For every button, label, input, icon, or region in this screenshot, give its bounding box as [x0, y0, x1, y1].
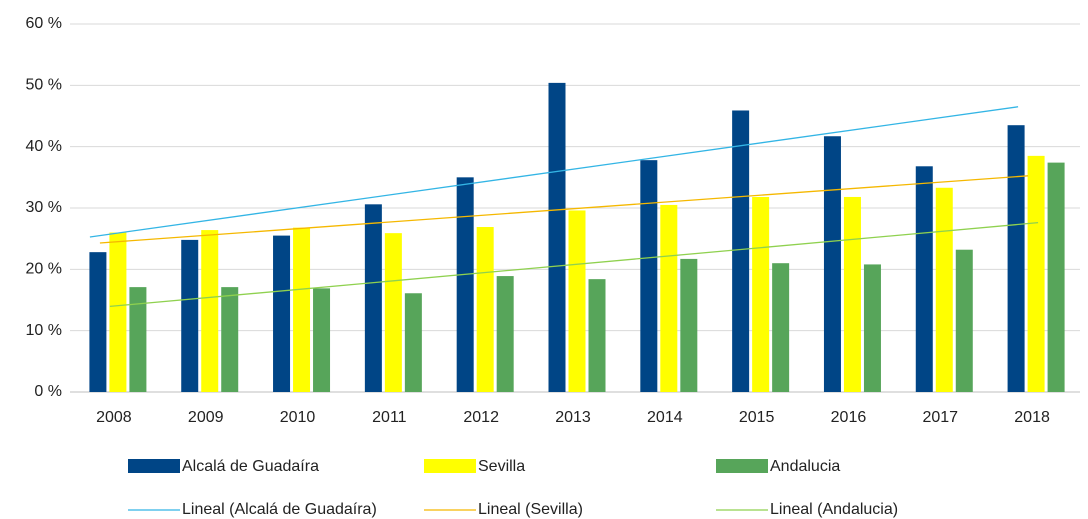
bar: [1007, 125, 1025, 392]
bar: [588, 279, 606, 392]
trendline: [89, 106, 1019, 238]
bar: [273, 235, 291, 392]
bar: [496, 276, 514, 392]
bar: [221, 287, 239, 392]
bar: [660, 204, 678, 392]
bar: [313, 288, 331, 392]
bar: [476, 227, 494, 392]
x-tick-label: 2009: [188, 409, 224, 426]
bar: [201, 230, 219, 392]
bar: [955, 249, 973, 392]
bar: [568, 210, 586, 392]
x-tick-label: 2014: [647, 409, 683, 426]
bar: [548, 82, 566, 392]
bar: [129, 287, 147, 392]
legend-label: Lineal (Andalucia): [770, 501, 898, 518]
bar: [752, 196, 770, 392]
bar: [456, 177, 474, 392]
y-tick-label: 20 %: [26, 261, 62, 278]
y-tick-label: 40 %: [26, 138, 62, 155]
bar: [404, 293, 422, 392]
legend-label: Lineal (Sevilla): [478, 501, 583, 518]
bar: [89, 252, 107, 392]
legend-label: Andalucia: [770, 458, 840, 475]
trendline: [99, 175, 1029, 244]
bar: [364, 204, 382, 392]
bar: [293, 227, 311, 392]
legend-swatch: [716, 459, 768, 473]
x-tick-label: 2008: [96, 409, 132, 426]
bar: [843, 196, 861, 392]
bar: [915, 166, 933, 392]
y-tick-label: 0 %: [34, 383, 62, 400]
x-tick-label: 2010: [280, 409, 316, 426]
y-tick-label: 30 %: [26, 199, 62, 216]
bar: [680, 258, 698, 392]
x-tick-label: 2012: [463, 409, 499, 426]
y-tick-label: 10 %: [26, 322, 62, 339]
y-tick-label: 50 %: [26, 77, 62, 94]
trendline: [109, 222, 1039, 308]
bar: [935, 187, 953, 392]
x-tick-label: 2016: [831, 409, 867, 426]
bar: [109, 232, 127, 392]
bar: [181, 239, 199, 392]
bar: [863, 264, 881, 392]
bar: [772, 263, 790, 392]
x-tick-label: 2013: [555, 409, 591, 426]
legend-label: Sevilla: [478, 458, 525, 475]
legend-label: Lineal (Alcalá de Guadaíra): [182, 501, 377, 518]
legend-label: Alcalá de Guadaíra: [182, 458, 319, 475]
bar: [732, 110, 750, 392]
x-tick-label: 2017: [922, 409, 958, 426]
bar: [384, 233, 402, 392]
x-tick-label: 2018: [1014, 409, 1050, 426]
x-tick-label: 2011: [372, 409, 407, 426]
legend-swatch: [424, 459, 476, 473]
legend-swatch: [128, 459, 180, 473]
y-tick-label: 60 %: [26, 15, 62, 32]
bar: [823, 136, 841, 392]
bar: [1027, 155, 1045, 392]
x-tick-label: 2015: [739, 409, 775, 426]
bar: [640, 160, 658, 392]
bar: [1047, 162, 1065, 392]
